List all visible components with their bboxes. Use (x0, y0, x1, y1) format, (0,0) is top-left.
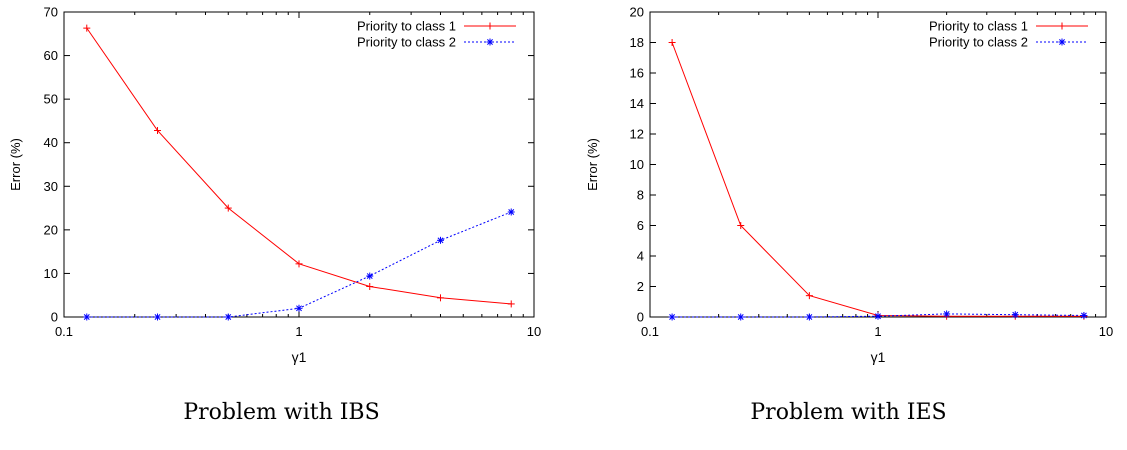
legend-marker (1059, 39, 1066, 46)
data-point-series-2 (437, 237, 444, 244)
x-tick-label: 10 (527, 324, 541, 339)
data-point-series-2 (508, 208, 515, 215)
y-tick-label: 8 (637, 188, 644, 203)
data-point-series-2 (1080, 312, 1087, 319)
y-tick-label: 0 (637, 310, 644, 325)
plot-frame (650, 12, 1106, 317)
legend-marker (487, 23, 494, 30)
data-point-series-2 (154, 314, 161, 321)
data-point-series-2 (83, 314, 90, 321)
y-tick-label: 16 (630, 66, 644, 81)
y-tick-label: 70 (44, 5, 58, 20)
data-point-series-1 (508, 300, 515, 307)
chart-caption-ibs: Problem with IBS (0, 400, 563, 425)
y-tick-label: 10 (44, 266, 58, 281)
x-tick-label: 0.1 (55, 324, 73, 339)
chart-ies: 0 2 4 6 8 10 12 14 16 18 20 0.1 1 10 Error (%) γ1 Priori… (570, 0, 1127, 390)
legend-label: Priority to class 1 (357, 19, 456, 34)
data-point-series-2 (225, 314, 232, 321)
legend-marker (487, 39, 494, 46)
y-tick-label: 50 (44, 92, 58, 107)
y-tick-label: 10 (630, 157, 644, 172)
data-point-series-2 (737, 314, 744, 321)
y-tick-label: 4 (637, 249, 644, 264)
data-point-series-2 (943, 310, 950, 317)
data-point-series-1 (437, 294, 444, 301)
y-axis-label: Error (%) (8, 138, 23, 191)
legend-label: Priority to class 2 (357, 35, 456, 50)
series-line-1 (672, 43, 1084, 317)
y-tick-label: 20 (630, 5, 644, 20)
legend-label: Priority to class 2 (929, 35, 1028, 50)
chart-caption-ies: Problem with IES (570, 400, 1127, 425)
y-tick-label: 0 (51, 310, 58, 325)
x-tick-label: 1 (295, 324, 302, 339)
legend-label: Priority to class 1 (929, 19, 1028, 34)
y-tick-label: 18 (630, 35, 644, 50)
x-axis-label: γ1 (292, 349, 307, 365)
chart-panel-ibs: 0 10 20 30 40 50 60 70 0.1 1 10 Error (%) γ1 Priority… (0, 0, 563, 450)
y-tick-label: 6 (637, 218, 644, 233)
chart-ibs: 0 10 20 30 40 50 60 70 0.1 1 10 Error (%) γ1 Priority… (0, 0, 563, 390)
data-point-series-2 (669, 314, 676, 321)
y-axis-label: Error (%) (585, 138, 600, 191)
x-tick-label: 10 (1099, 324, 1113, 339)
legend-marker (1059, 23, 1066, 30)
y-tick-label: 40 (44, 135, 58, 150)
chart-panel-ies: 0 2 4 6 8 10 12 14 16 18 20 0.1 1 10 Error (%) γ1 Priori… (570, 0, 1127, 450)
data-point-series-1 (366, 283, 373, 290)
data-point-series-2 (875, 313, 882, 320)
x-axis-label: γ1 (871, 349, 886, 365)
data-point-series-2 (1012, 311, 1019, 318)
data-point-series-1 (83, 25, 90, 32)
y-tick-label: 60 (44, 48, 58, 63)
x-tick-label: 1 (874, 324, 881, 339)
data-point-series-2 (296, 305, 303, 312)
data-point-series-1 (669, 39, 676, 46)
x-tick-label: 0.1 (641, 324, 659, 339)
y-tick-label: 12 (630, 127, 644, 142)
y-tick-label: 2 (637, 279, 644, 294)
plot-frame (64, 12, 534, 317)
data-point-series-2 (806, 314, 813, 321)
data-point-series-2 (366, 273, 373, 280)
y-tick-label: 14 (630, 96, 644, 111)
y-tick-label: 30 (44, 179, 58, 194)
y-tick-label: 20 (44, 222, 58, 237)
